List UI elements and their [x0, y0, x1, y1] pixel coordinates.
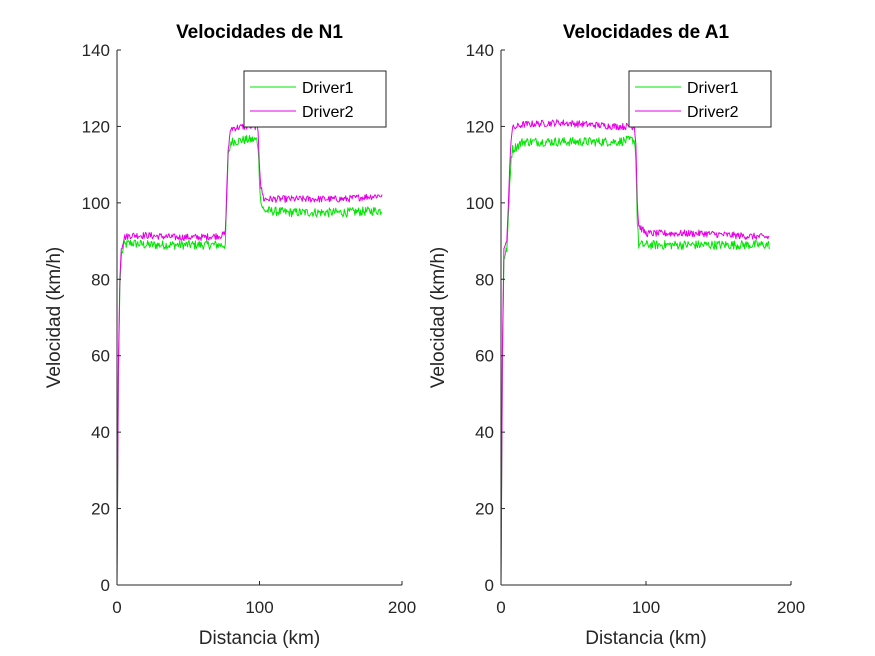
x-tick-label: 200: [777, 598, 805, 617]
y-tick-label: 80: [475, 270, 494, 289]
legend-box: [243, 70, 387, 128]
y-tick-label: 20: [475, 500, 494, 519]
series-line-driver1: [116, 134, 383, 586]
series-line-driver2: [116, 122, 383, 586]
y-tick-label: 120: [466, 117, 494, 136]
series-line-driver1: [500, 135, 770, 586]
y-axis-label: Velocidad (km/h): [44, 247, 65, 389]
legend-box: [628, 70, 772, 128]
legend-label-driver1: Driver1: [687, 80, 739, 97]
x-axis-label: Distancia (km): [585, 628, 706, 649]
y-tick-label: 60: [475, 347, 494, 366]
y-tick-label: 0: [485, 576, 494, 595]
x-tick-label: 0: [112, 598, 121, 617]
y-tick-label: 20: [91, 500, 110, 519]
x-tick-label: 200: [388, 598, 416, 617]
series-line-driver2: [500, 119, 770, 586]
chart-title: Velocidades de N1: [176, 22, 343, 43]
y-tick-label: 100: [82, 194, 110, 213]
x-tick-label: 100: [632, 598, 660, 617]
y-tick-label: 120: [82, 117, 110, 136]
chart-title: Velocidades de A1: [563, 22, 730, 43]
y-tick-label: 60: [91, 347, 110, 366]
y-tick-label: 80: [91, 270, 110, 289]
y-tick-label: 40: [475, 423, 494, 442]
y-tick-label: 140: [466, 41, 494, 60]
x-axis-label: Distancia (km): [199, 628, 320, 649]
legend-label-driver2: Driver2: [302, 104, 354, 121]
legend-label-driver1: Driver1: [302, 80, 354, 97]
legend: Driver1 Driver2: [628, 70, 772, 128]
x-tick-label: 100: [245, 598, 273, 617]
legend: Driver1 Driver2: [243, 70, 387, 128]
y-tick-label: 40: [91, 423, 110, 442]
chart-panel-2: 0 20 40 60 80 100 120 140 0 100 200 Velocidades de …: [428, 22, 805, 649]
chart-panel-1: 0 20 40 60 80 100 120 140 0 100 200 Velocidades de …: [44, 22, 416, 649]
y-tick-label: 0: [101, 576, 110, 595]
y-tick-label: 140: [82, 41, 110, 60]
y-axis-label: Velocidad (km/h): [428, 247, 449, 389]
y-tick-label: 100: [466, 194, 494, 213]
legend-label-driver2: Driver2: [687, 104, 739, 121]
x-tick-label: 0: [496, 598, 505, 617]
